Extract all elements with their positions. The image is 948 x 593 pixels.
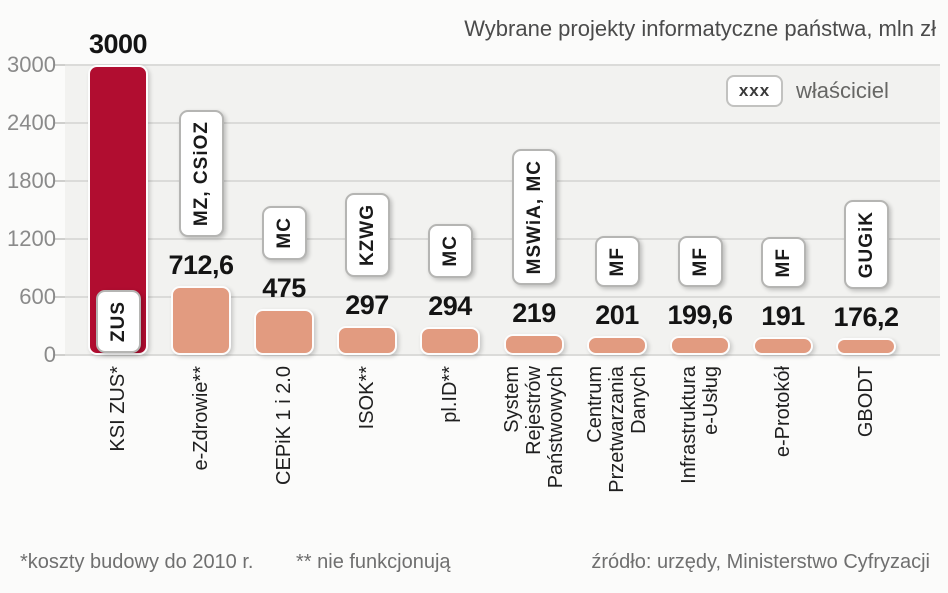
chart-title: Wybrane projekty informatyczne państwa, … <box>464 16 936 41</box>
x-axis-label: GBODT <box>855 366 877 438</box>
legend-sample-text: xxx <box>738 81 771 100</box>
source-note: źródło: urzędy, Ministerstwo Cyfryzacji <box>591 551 930 573</box>
x-axis-label: KSI ZUS* <box>107 366 129 452</box>
owner-badge: MZ, CSiOZ <box>179 109 224 237</box>
owner-badge: MF <box>595 235 640 287</box>
bar-value-label: 191 <box>761 301 805 331</box>
gridline <box>65 180 940 182</box>
bar <box>587 336 647 355</box>
bar <box>337 326 397 355</box>
y-tick-label: 0 <box>43 342 56 367</box>
gridline <box>65 64 940 66</box>
gridline <box>65 354 940 356</box>
owner-badge-text: MF <box>689 246 711 276</box>
bar <box>171 286 231 355</box>
bar-value-label: 219 <box>512 298 556 328</box>
gridline <box>65 296 940 298</box>
bar <box>254 309 314 355</box>
y-tick-mark <box>53 354 65 356</box>
owner-badge-text: ZUS <box>107 301 129 342</box>
x-axis-label: Centrum Przetwarzania Danych <box>584 366 650 493</box>
x-axis-label: System Rejestrów Państwowych <box>501 366 567 489</box>
y-tick-label: 600 <box>19 284 56 309</box>
owner-badge: ZUS <box>96 290 141 353</box>
x-axis-label: ISOK** <box>356 366 378 430</box>
bar <box>504 334 564 355</box>
bar-value-label: 176,2 <box>833 302 899 332</box>
owner-badge-text: GUGiK <box>855 210 877 278</box>
y-tick-mark <box>53 64 65 66</box>
bar-value-label: 297 <box>345 290 389 320</box>
footnote-costs: *koszty budowy do 2010 r. <box>20 551 254 573</box>
bar-value-label: 199,6 <box>667 300 733 330</box>
footnote-defunct: ** nie funkcjonują <box>296 551 451 573</box>
bar-value-label: 294 <box>428 291 472 321</box>
y-tick-label: 3000 <box>7 52 56 77</box>
owner-badge-text: MF <box>772 247 794 277</box>
owner-badge: KZWG <box>345 192 390 277</box>
gridline <box>65 238 940 240</box>
x-axis-label: CEPiK 1 i 2.0 <box>273 366 295 485</box>
x-axis-label: Infrastruktura e-Usług <box>678 366 722 484</box>
x-axis-label: pl.ID** <box>439 366 461 423</box>
bar-value-label: 3000 <box>88 29 148 59</box>
owner-badge-text: KZWG <box>356 203 378 266</box>
y-tick-label: 1200 <box>7 226 56 251</box>
legend-owner-label: właściciel <box>796 78 889 103</box>
bar <box>753 337 813 355</box>
y-tick-mark <box>53 180 65 182</box>
owner-badge-text: MSWiA, MC <box>523 159 545 274</box>
gridline <box>65 122 940 124</box>
owner-badge-text: MF <box>606 246 628 276</box>
owner-badge-text: MC <box>439 235 461 267</box>
y-tick-label: 2400 <box>7 110 56 135</box>
x-axis-label: e-Zdrowie** <box>190 366 212 471</box>
y-tick-mark <box>53 238 65 240</box>
owner-badge: MC <box>428 224 473 278</box>
bar-value-label: 712,6 <box>168 250 234 280</box>
owner-badge: MC <box>262 206 307 260</box>
legend-owner-sample-box: xxx <box>726 75 783 107</box>
bar <box>420 327 480 355</box>
bar <box>836 338 896 355</box>
bar-value-label: 475 <box>262 273 306 303</box>
owner-badge: MF <box>678 235 723 287</box>
owner-badge: GUGiK <box>844 199 889 289</box>
y-tick-mark <box>53 296 65 298</box>
bar <box>670 336 730 355</box>
y-tick-mark <box>53 122 65 124</box>
bar-value-label: 201 <box>595 300 639 330</box>
owner-badge-text: MC <box>273 217 295 249</box>
owner-badge-text: MZ, CSiOZ <box>190 120 212 226</box>
owner-badge: MF <box>761 236 806 288</box>
x-axis-label: e-Protokół <box>772 366 794 458</box>
owner-badge: MSWiA, MC <box>512 148 557 285</box>
y-tick-label: 1800 <box>7 168 56 193</box>
